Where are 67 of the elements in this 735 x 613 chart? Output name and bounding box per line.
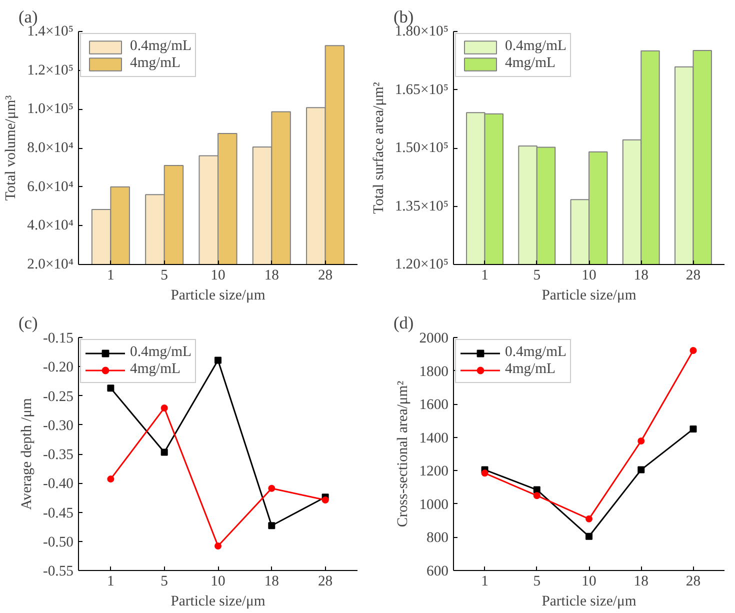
y-tick-label: 1400 xyxy=(419,430,448,446)
y-tick-label: -0.20 xyxy=(42,360,74,376)
y-tick-label: -0.40 xyxy=(42,476,74,492)
chart-title: (a) xyxy=(18,8,38,26)
y-tick-label: -0.45 xyxy=(42,505,74,522)
y-tick-label: 1.0×10⁵ xyxy=(27,101,74,118)
x-tick-label: 1 xyxy=(481,268,488,284)
legend-label: 0.4mg/mL xyxy=(130,38,192,55)
y-axis-title: Total surface area/μm² xyxy=(370,82,387,214)
x-axis-title: Particle size/μm xyxy=(170,288,266,304)
y-axis-title: Cross-sectional area/μm² xyxy=(395,380,412,528)
x-tick-label: 5 xyxy=(160,268,168,284)
x-tick-label: 5 xyxy=(160,574,168,590)
chart-title: (d) xyxy=(394,314,414,332)
y-tick-label: 4.0×10⁴ xyxy=(27,218,74,234)
y-tick-label: 1000 xyxy=(419,496,448,513)
y-tick-label: 600 xyxy=(426,564,448,580)
x-tick-label: 10 xyxy=(210,268,226,284)
legend-label: 0.4mg/mL xyxy=(505,38,566,55)
y-tick-label: 1.35×10⁵ xyxy=(394,198,449,214)
y-tick-label: 2.0×10⁴ xyxy=(27,256,74,272)
y-tick-label: -0.30 xyxy=(42,418,74,434)
x-tick-label: 18 xyxy=(634,574,648,590)
y-tick-label: 8.0×10⁴ xyxy=(27,140,74,156)
y-axis-title: Average depth /μm xyxy=(18,398,35,510)
x-tick-label: 28 xyxy=(686,268,701,284)
legend-label: 4mg/mL xyxy=(505,55,556,72)
x-tick-label: 10 xyxy=(210,574,226,590)
x-tick-label: 28 xyxy=(318,268,333,284)
x-tick-label: 10 xyxy=(582,574,596,590)
x-tick-label: 18 xyxy=(264,268,279,284)
y-tick-label: 1.50×10⁵ xyxy=(394,140,449,156)
x-tick-label: 5 xyxy=(533,268,541,284)
x-tick-label: 28 xyxy=(686,574,701,590)
y-tick-label: 1.20×10⁵ xyxy=(394,256,449,272)
legend-label: 4mg/mL xyxy=(130,361,180,378)
y-tick-label: -0.15 xyxy=(42,330,74,346)
legend-label: 0.4mg/mL xyxy=(130,344,192,361)
x-tick-label: 5 xyxy=(533,574,541,590)
y-tick-label: -0.50 xyxy=(42,534,74,550)
y-tick-label: 1800 xyxy=(419,364,448,380)
y-tick-label: 1.65×10⁵ xyxy=(394,82,449,98)
y-tick-label: -0.55 xyxy=(42,564,74,580)
x-tick-label: 18 xyxy=(634,268,648,284)
legend-label: 4mg/mL xyxy=(505,361,556,378)
x-tick-label: 1 xyxy=(107,268,114,284)
y-tick-label: 1.2×10⁵ xyxy=(27,62,74,78)
x-tick-label: 28 xyxy=(318,574,333,590)
x-tick-label: 10 xyxy=(582,268,596,284)
y-axis-title: Total volume/μm³ xyxy=(3,94,20,201)
chart-title: (b) xyxy=(394,8,414,26)
x-tick-label: 1 xyxy=(481,574,488,590)
y-tick-label: 800 xyxy=(426,530,448,546)
x-axis-title: Particle size/μm xyxy=(542,288,637,304)
chart-title: (c) xyxy=(18,314,38,332)
legend-label: 4mg/mL xyxy=(130,55,180,72)
legend-label: 0.4mg/mL xyxy=(505,344,566,361)
y-tick-label: 1600 xyxy=(419,397,448,414)
x-axis-title: Particle size/μm xyxy=(170,594,266,610)
x-axis-title: Particle size/μm xyxy=(542,594,637,610)
y-tick-label: -0.25 xyxy=(42,388,74,405)
x-tick-label: 1 xyxy=(107,574,114,590)
y-tick-label: 1200 xyxy=(419,464,448,480)
y-tick-label: 6.0×10⁴ xyxy=(27,178,74,195)
x-tick-label: 18 xyxy=(264,574,279,590)
y-tick-label: -0.35 xyxy=(42,447,74,463)
y-tick-label: 2000 xyxy=(419,330,448,346)
